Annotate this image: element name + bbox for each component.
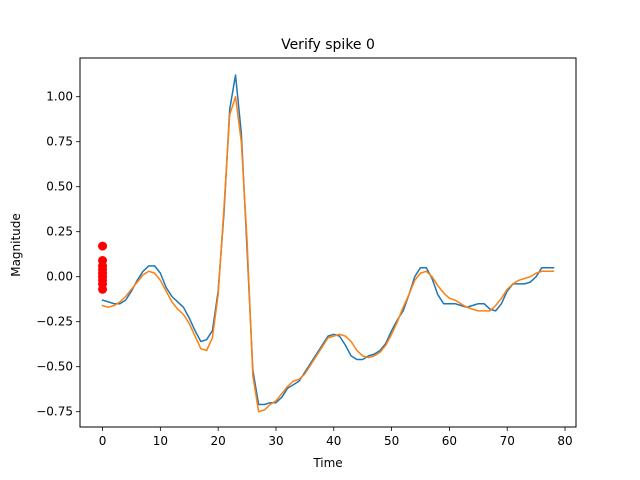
y-tick-label-6: 0.75 [46,135,73,149]
x-tick-label-8: 80 [557,434,572,448]
scatter-point-0 [98,241,108,251]
x-tick-label-7: 70 [500,434,515,448]
x-tick-label-6: 60 [442,434,457,448]
axis-ticks: 0 10 20 30 40 50 60 70 80 −0.75 −0.50 −0.25 0.00 0.25… [36,90,572,448]
y-axis-label: Magnitude [9,213,23,277]
series-line-1 [101,95,555,413]
y-tick-label-1: −0.50 [36,360,73,374]
x-tick-label-0: 0 [99,434,107,448]
x-tick-label-1: 10 [153,434,168,448]
x-tick-label-5: 50 [384,434,399,448]
x-tick-label-4: 40 [326,434,341,448]
series-line-0 [101,74,555,406]
chart-title: Verify spike 0 [281,37,375,53]
y-tick-label-5: 0.50 [46,180,73,194]
x-axis-label: Time [312,456,342,470]
y-tick-label-2: −0.25 [36,315,73,329]
x-tick-label-3: 30 [268,434,283,448]
axes-frame [79,57,577,428]
scatter-point-8 [98,284,108,294]
y-tick-label-7: 1.00 [46,90,73,104]
x-tick-label-2: 20 [211,434,226,448]
plot-area [98,74,555,413]
y-tick-label-0: −0.75 [36,405,73,419]
y-tick-label-4: 0.25 [46,225,73,239]
y-tick-label-3: 0.00 [46,270,73,284]
